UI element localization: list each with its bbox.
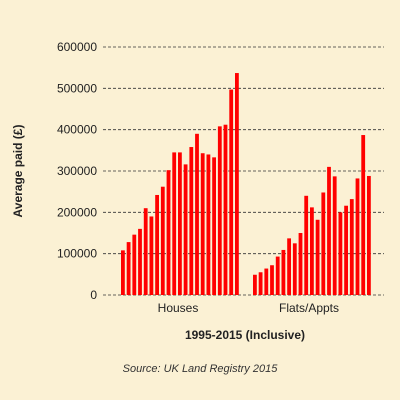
bar-houses-2002: [160, 186, 165, 295]
bar-flats-2004: [304, 195, 309, 295]
y-tick-label: 500000: [57, 81, 97, 95]
y-tick-label: 400000: [57, 123, 97, 137]
y-tick-label: 200000: [57, 205, 97, 219]
bar-flats-1999: [275, 256, 280, 295]
bar-flats-1998: [270, 265, 274, 295]
bar-flats-2007: [321, 192, 326, 295]
bar-houses-2001: [155, 194, 159, 295]
bar-flats-2001: [287, 238, 291, 295]
bar-flats-2003: [298, 233, 303, 295]
y-tick-label: 600000: [57, 40, 97, 54]
y-axis-title: Average paid (£): [11, 125, 25, 218]
bars: [121, 73, 371, 296]
bar-houses-2004: [172, 152, 177, 295]
bar-flats-2008: [327, 166, 331, 295]
bar-flats-2010: [338, 212, 343, 295]
bar-flats-2006: [315, 219, 320, 295]
bar-houses-2005: [178, 152, 182, 295]
bar-flats-2002: [292, 243, 297, 295]
y-tick-label: 300000: [57, 164, 97, 178]
bar-houses-1996: [126, 242, 131, 295]
source-note: Source: UK Land Registry 2015: [123, 363, 279, 375]
y-tick-label: 0: [90, 288, 97, 302]
bar-houses-2009: [200, 153, 205, 295]
category-labels: Houses Flats/Appts: [158, 301, 339, 315]
y-tick-label: 100000: [57, 247, 97, 261]
bar-flats-2005: [310, 207, 314, 295]
bar-houses-1997: [132, 234, 137, 295]
bar-flats-1995: [253, 274, 257, 295]
bar-houses-2010: [206, 154, 211, 295]
bar-houses-2003: [166, 170, 171, 295]
bar-houses-2000: [149, 216, 154, 295]
bar-houses-2007: [189, 147, 194, 295]
bar-houses-2006: [183, 164, 188, 295]
bar-flats-2015: [367, 175, 371, 295]
bar-houses-2015: [235, 73, 239, 295]
y-axis-ticks: 0 100000 200000 300000 400000 500000 600000: [57, 40, 97, 302]
bar-flats-2014: [361, 135, 366, 295]
bar-houses-2011: [212, 157, 216, 295]
bar-flats-1997: [264, 268, 269, 295]
bar-flats-2000: [281, 249, 286, 295]
bar-houses-2013: [223, 124, 228, 296]
bar-flats-2011: [344, 205, 348, 295]
x-axis-title: 1995-2015 (Inclusive): [185, 328, 305, 342]
bar-houses-2012: [217, 126, 222, 295]
bar-flats-1996: [258, 272, 263, 295]
bar-houses-2014: [229, 89, 234, 295]
bar-houses-1999: [143, 208, 148, 295]
category-label: Flats/Appts: [279, 301, 339, 315]
bar-flats-2012: [349, 199, 354, 295]
bar-houses-1998: [138, 228, 142, 295]
category-label: Houses: [158, 301, 199, 315]
bar-flats-2009: [332, 176, 337, 295]
bar-flats-2013: [355, 178, 360, 295]
bar-houses-2008: [195, 133, 199, 295]
bar-houses-1995: [121, 250, 125, 295]
